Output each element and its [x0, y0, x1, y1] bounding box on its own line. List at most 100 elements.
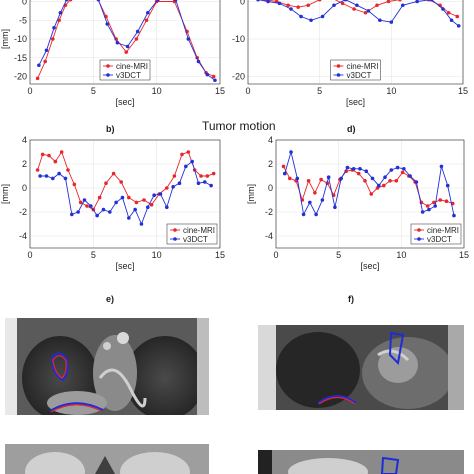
- data-point: [119, 180, 123, 184]
- x-tick-label: 5: [91, 250, 96, 260]
- data-point: [296, 5, 300, 9]
- mri-scan-drawing: [258, 450, 464, 474]
- data-point: [256, 0, 260, 2]
- legend-entry: v3DCT: [183, 235, 208, 244]
- data-point: [381, 183, 386, 188]
- data-point: [299, 14, 303, 19]
- x-tick-label: 0: [27, 250, 32, 260]
- data-point: [433, 204, 437, 208]
- data-point: [165, 205, 169, 209]
- legend-entry: v3DCT: [427, 235, 452, 244]
- data-point: [114, 200, 118, 205]
- x-axis-label: [sec]: [115, 261, 134, 271]
- data-point: [369, 192, 374, 196]
- data-point: [120, 195, 125, 200]
- data-point: [415, 0, 419, 4]
- data-point: [427, 207, 431, 212]
- legend-marker: [106, 64, 110, 68]
- legend-marker: [173, 237, 177, 241]
- data-point: [375, 3, 379, 8]
- legend-entry: cine-MRI: [183, 226, 215, 235]
- data-point: [139, 222, 144, 226]
- legend-entry: cine-MRI: [347, 62, 379, 71]
- data-point: [420, 210, 425, 214]
- y-tick-label: -4: [19, 231, 27, 241]
- data-point: [85, 204, 89, 208]
- legend-entry: cine-MRI: [427, 226, 459, 235]
- data-point: [111, 171, 116, 176]
- legend-entry: v3DCT: [116, 71, 141, 80]
- data-point: [370, 176, 375, 181]
- axes-frame: [275, 139, 465, 249]
- y-tick-label: -2: [265, 207, 273, 217]
- data-point: [308, 200, 312, 205]
- tumor-contour-v3dct: [50, 352, 69, 382]
- data-point: [40, 152, 45, 157]
- y-axis-label: [mm]: [246, 184, 256, 204]
- panel-label-b: b): [106, 124, 115, 134]
- data-point: [376, 183, 381, 188]
- data-point: [320, 14, 325, 19]
- data-point: [190, 159, 194, 164]
- data-point: [51, 37, 55, 41]
- data-point: [211, 74, 216, 79]
- data-point: [51, 176, 55, 181]
- data-point: [213, 78, 217, 83]
- data-point: [35, 168, 40, 172]
- y-tick-label: -10: [14, 34, 27, 44]
- y-tick-label: 0: [268, 183, 273, 193]
- data-point: [266, 0, 270, 4]
- data-point: [105, 22, 110, 26]
- data-point: [134, 37, 139, 41]
- data-point: [35, 76, 40, 81]
- data-point: [320, 198, 325, 202]
- data-point: [332, 3, 336, 8]
- data-point: [78, 200, 83, 205]
- data-point: [52, 25, 56, 30]
- data-point: [203, 180, 207, 184]
- data-point: [277, 1, 282, 6]
- data-point: [70, 212, 74, 217]
- legend-marker: [336, 64, 341, 68]
- x-tick-label: 5: [91, 86, 96, 96]
- legend-entry: v3DCT: [347, 71, 372, 80]
- y-axis-label: [mm]: [0, 29, 10, 49]
- data-point: [317, 0, 322, 2]
- mri-image-e-top: [5, 318, 209, 415]
- x-tick-label: 5: [317, 86, 322, 96]
- data-point: [455, 14, 460, 19]
- panel-label-e: e): [106, 294, 115, 304]
- data-point: [146, 10, 150, 15]
- data-point: [306, 3, 311, 8]
- data-point: [173, 0, 178, 2]
- mri-scan-drawing: [5, 318, 209, 415]
- data-point: [439, 164, 444, 169]
- data-point: [343, 0, 348, 2]
- mri-scan-drawing: [258, 325, 464, 410]
- panel-label-d: d): [347, 124, 356, 134]
- x-axis-label: [sec]: [360, 261, 379, 271]
- data-point: [127, 216, 131, 220]
- data-point: [205, 174, 210, 178]
- x-tick-label: 10: [386, 86, 396, 96]
- data-point: [149, 203, 154, 207]
- data-point: [66, 168, 70, 172]
- legend-marker: [417, 237, 421, 241]
- data-point: [363, 179, 367, 183]
- y-tick-label: -5: [19, 15, 27, 25]
- mri-image-f-top: [258, 325, 464, 410]
- data-point: [356, 171, 361, 176]
- x-tick-label: 10: [152, 250, 162, 260]
- data-point: [115, 40, 120, 45]
- data-point: [152, 193, 156, 197]
- data-point: [301, 212, 306, 217]
- data-point: [82, 198, 87, 202]
- x-axis-label: [sec]: [115, 97, 134, 107]
- data-point: [43, 59, 47, 64]
- y-tick-label: 2: [22, 159, 27, 169]
- data-point: [401, 3, 405, 8]
- x-tick-label: 0: [27, 86, 32, 96]
- data-point: [314, 212, 318, 217]
